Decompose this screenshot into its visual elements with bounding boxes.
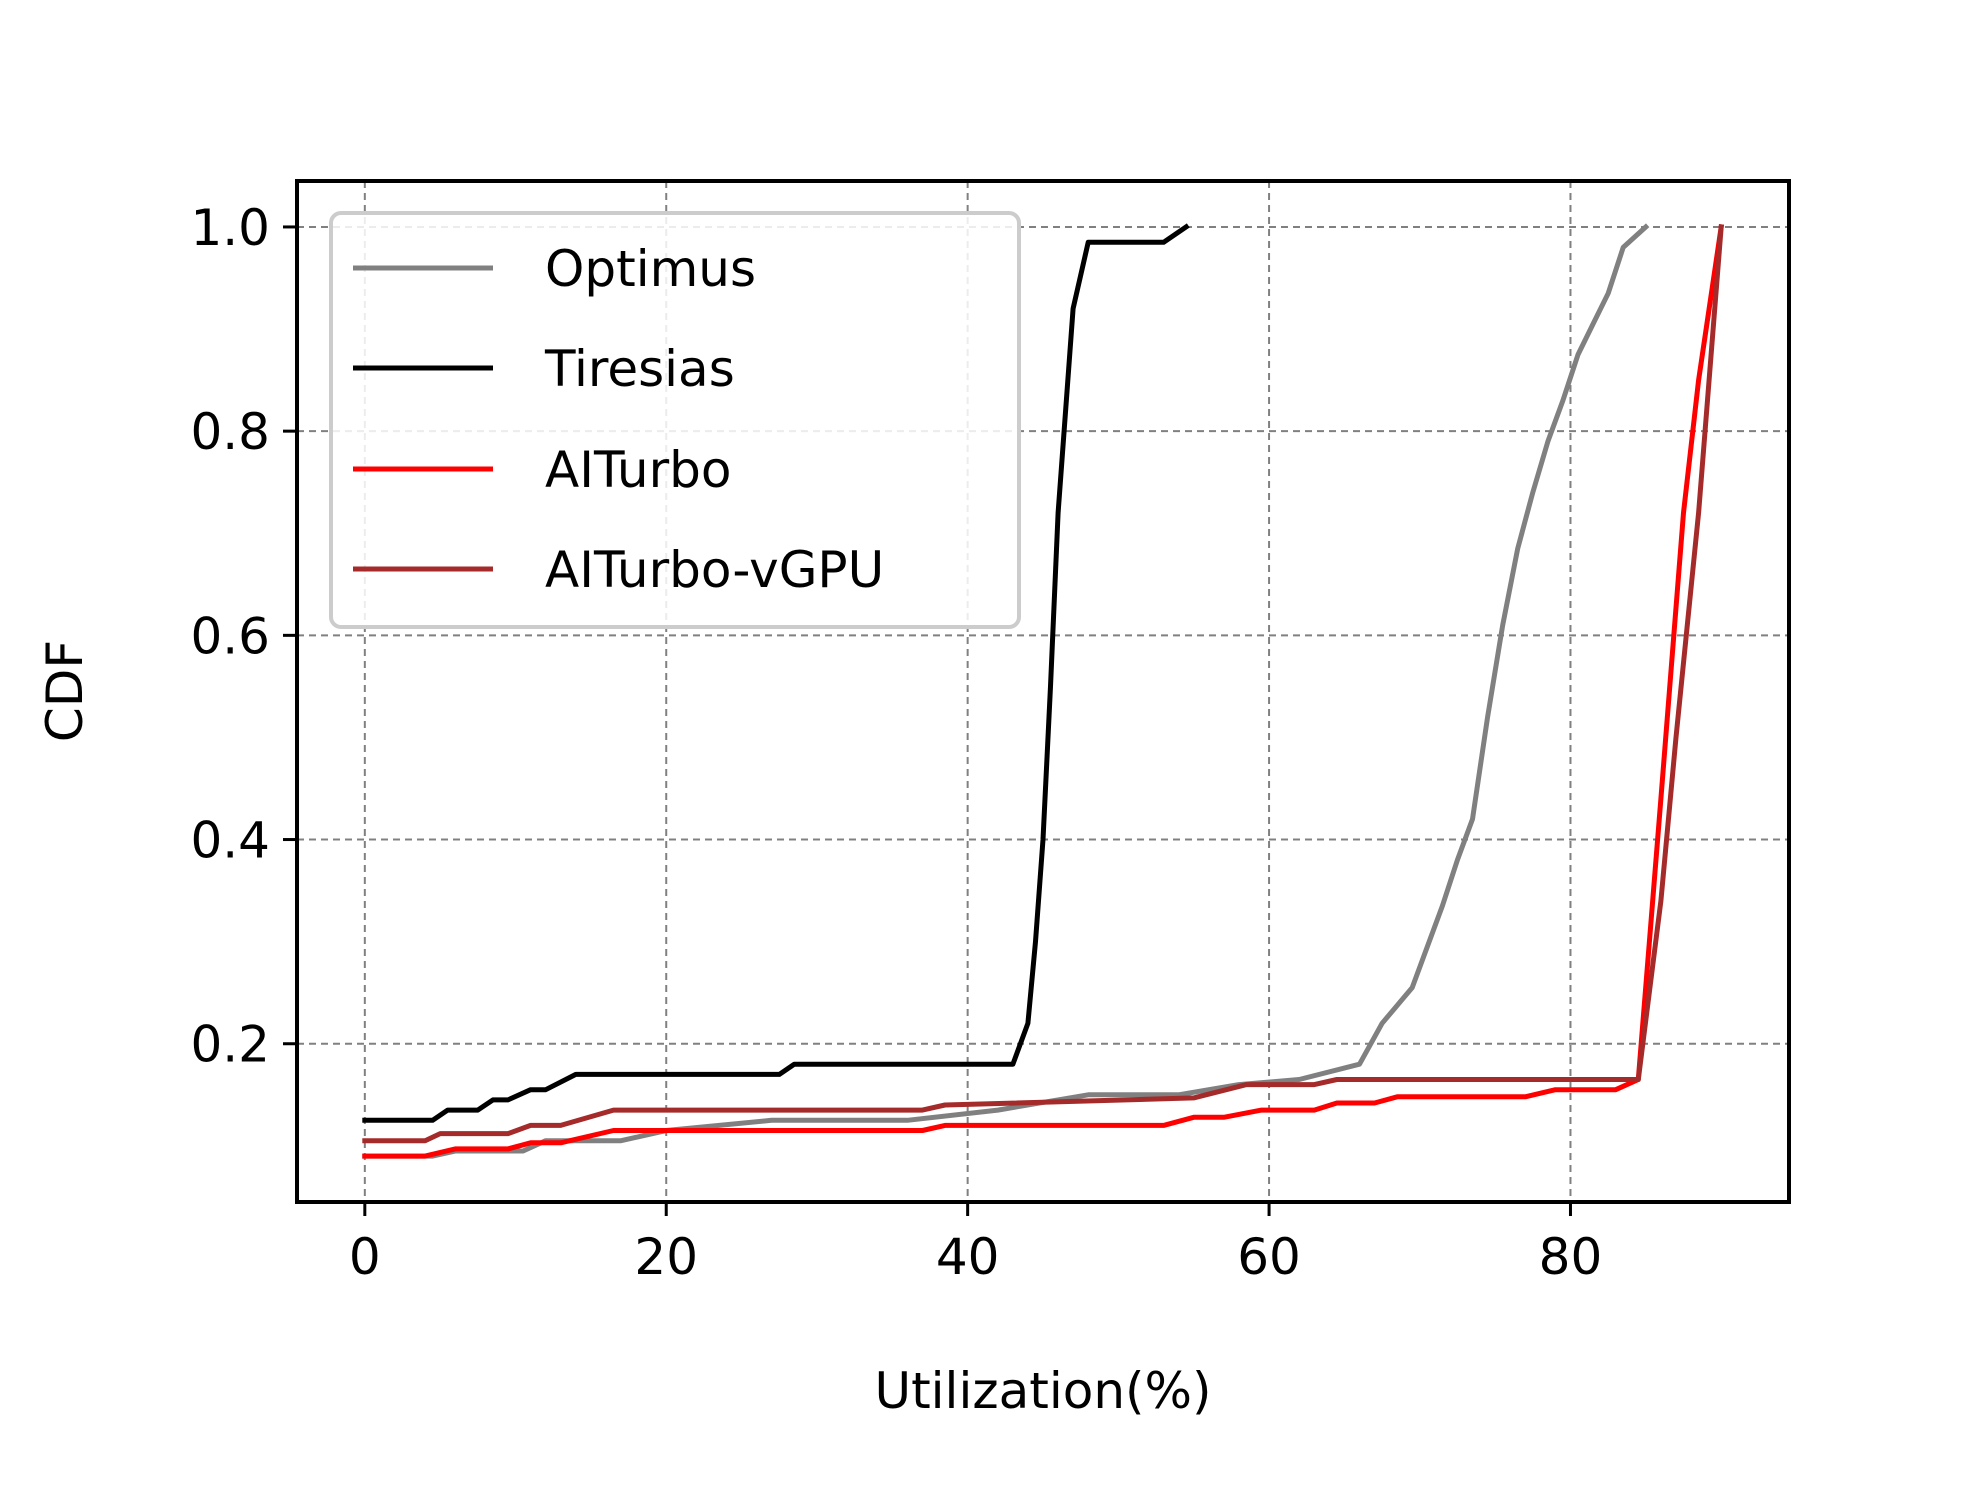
x-tick-label: 0 — [349, 1228, 381, 1286]
x-tick-label: 40 — [936, 1228, 1000, 1286]
y-tick-label: 0.6 — [190, 607, 270, 665]
series-line-optimus — [362, 223, 1650, 1159]
x-axis-label: Utilization(%) — [874, 1362, 1211, 1420]
legend-label-aiturbo-vgpu: AITurbo-vGPU — [545, 541, 884, 599]
x-tick-label: 80 — [1539, 1228, 1603, 1286]
axis-ticks: 0 20 40 60 80 0.2 0.4 0.6 0.8 1.0 — [190, 199, 1602, 1286]
series-lines — [362, 223, 1725, 1159]
legend-label-tiresias: Tiresias — [544, 340, 735, 398]
y-tick-label: 0.4 — [190, 812, 270, 870]
x-tick-label: 60 — [1237, 1228, 1301, 1286]
y-tick-label: 1.0 — [190, 199, 270, 257]
y-tick-label: 0.2 — [190, 1016, 270, 1074]
series-line-tiresias — [362, 223, 1190, 1123]
legend-label-aiturbo: AITurbo — [545, 441, 731, 499]
legend-box — [329, 211, 1021, 629]
y-tick-label: 0.8 — [190, 403, 270, 461]
x-tick-label: 20 — [634, 1228, 698, 1286]
series-line-aiturbo-vgpu — [362, 224, 1724, 1144]
legend-label-optimus: Optimus — [545, 240, 756, 298]
plot-frame — [295, 179, 1791, 1204]
legend: Optimus Tiresias AITurbo AITurbo-vGPU — [329, 211, 1021, 629]
y-axis-label: CDF — [36, 640, 94, 742]
